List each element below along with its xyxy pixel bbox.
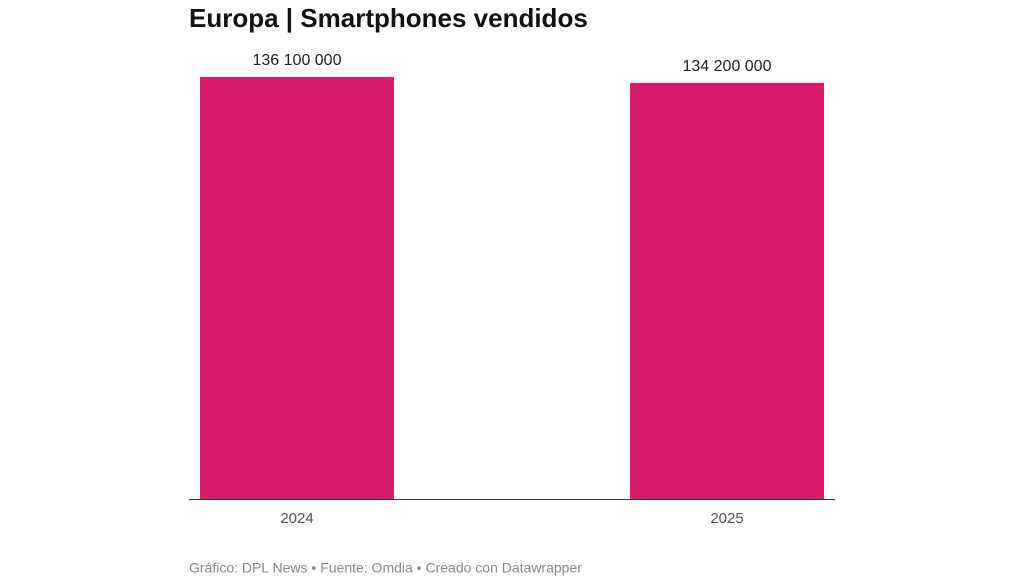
chart-title: Europa | Smartphones vendidos [189,3,588,33]
value-label: 134 200 000 [683,58,772,75]
x-tick-label: 2024 [280,510,313,527]
value-label: 136 100 000 [253,52,342,69]
bar [630,82,824,499]
x-tick-label: 2025 [710,510,743,527]
footer: Gráfico: DPL News • Fuente: Omdia • Crea… [189,560,582,576]
bar [200,77,394,499]
